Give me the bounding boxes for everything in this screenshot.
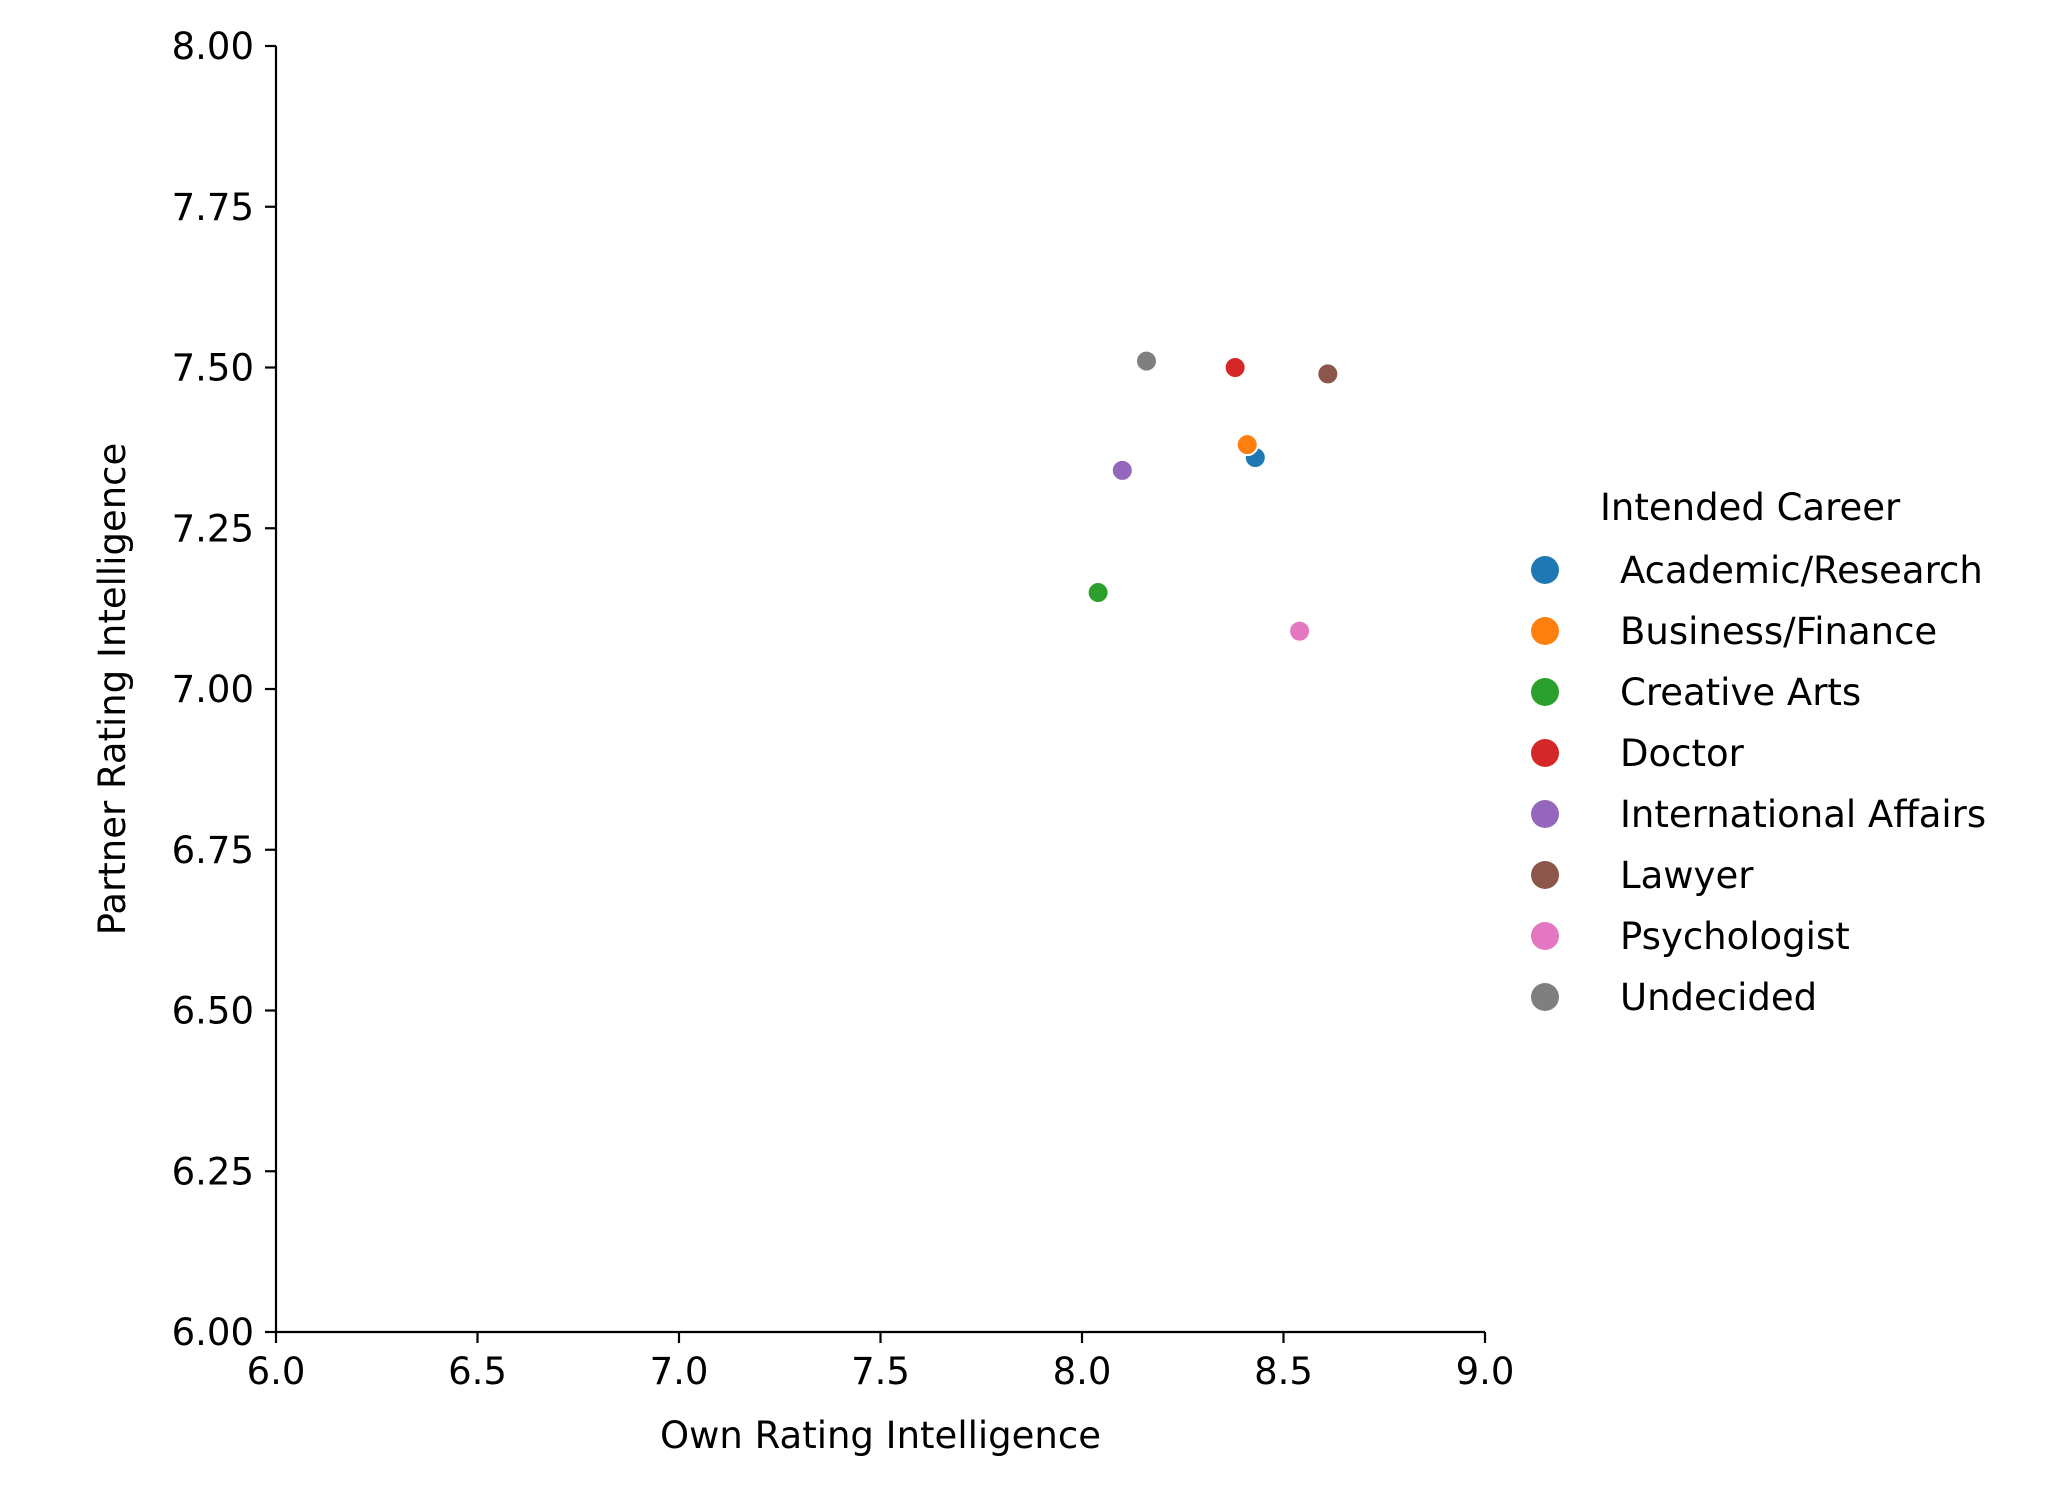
legend-marker [1531,922,1559,950]
legend-label: Psychologist [1620,915,1850,958]
data-point [1086,581,1110,605]
y-tick-label: 6.75 [172,829,254,872]
legend-label: Lawyer [1620,854,1754,897]
legend-label: Creative Arts [1620,671,1861,714]
legend-title: Intended Career [1600,486,1901,529]
legend-marker [1531,678,1559,706]
legend-marker [1531,861,1559,889]
legend-marker [1531,556,1559,584]
x-tick-label: 8.0 [1053,1350,1112,1393]
y-axis-title: Partner Rating Intelligence [91,443,134,936]
data-points [1086,349,1340,643]
y-tick-label: 6.50 [172,990,254,1033]
legend-marker [1531,800,1559,828]
legend-marker [1531,617,1559,645]
data-point [1235,433,1259,457]
x-tick-label: 6.5 [448,1350,507,1393]
legend-label: International Affairs [1620,793,1986,836]
x-tick-label: 9.0 [1456,1350,1515,1393]
y-tick-label: 8.00 [172,25,254,68]
y-tick-label: 7.00 [172,668,254,711]
x-tick-label: 7.5 [851,1350,910,1393]
legend-label: Business/Finance [1620,610,1937,653]
data-point [1134,349,1158,373]
legend-label: Undecided [1620,976,1817,1019]
x-tick-label: 6.0 [247,1350,306,1393]
y-tick-label: 7.50 [172,347,254,390]
y-tick-label: 7.75 [172,186,254,229]
y-tick-label: 6.25 [172,1150,254,1193]
legend-label: Academic/Research [1620,549,1983,592]
axes: 6.0 6.5 7.0 7.5 8.0 8.5 9.0 6.00 6.25 6.50 6.75 7.0… [91,25,1514,1457]
y-tick-label: 7.25 [172,507,254,550]
x-tick-label: 7.0 [650,1350,709,1393]
legend-label: Doctor [1620,732,1745,775]
legend-marker [1531,739,1559,767]
legend-marker [1531,983,1559,1011]
data-point [1110,458,1134,482]
data-point [1223,356,1247,379]
data-point [1316,362,1340,386]
x-axis-title: Own Rating Intelligence [660,1414,1101,1457]
y-tick-label: 6.00 [172,1311,254,1354]
x-tick-label: 8.5 [1254,1350,1313,1393]
legend: Intended Career Academic/Research Business… [1531,486,1986,1019]
data-point [1288,619,1312,643]
